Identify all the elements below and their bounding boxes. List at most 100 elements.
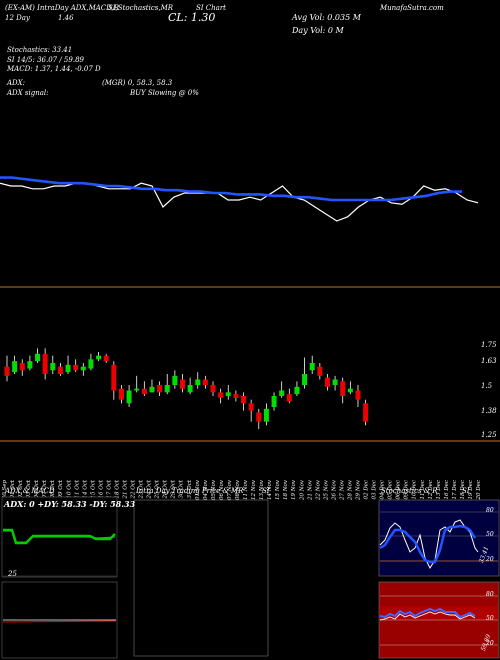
date-tick-label: 14 Nov: [267, 479, 273, 500]
adx-panel-values: ADX: 0 +DY: 58.33 -DY: 58.33: [4, 499, 136, 509]
date-tick-label: 04 Oct: [34, 479, 40, 498]
date-tick-label: 25 Nov: [323, 479, 329, 501]
candle-down: [256, 412, 262, 422]
candle-down: [111, 364, 117, 391]
candle-up: [302, 374, 308, 385]
candle-up: [12, 361, 18, 373]
candle-down: [241, 396, 247, 404]
header-title-2: SI,Stochastics,MR: [108, 4, 174, 12]
macd-readout: MACD: 1.37, 1.44, -0.07 D: [7, 65, 101, 73]
date-tick-label: 02 Oct: [18, 479, 24, 498]
date-tick-label: 12 Dec: [428, 480, 434, 500]
buy-signal: BUY Slowing @ 0%: [130, 89, 199, 97]
date-tick-label: 29 Oct: [171, 479, 177, 499]
candle-up: [294, 386, 300, 395]
candle-down: [248, 403, 254, 411]
candle-down: [157, 385, 163, 393]
intraday-panel-title: Intra Day Trading Price & MR: [136, 487, 244, 495]
mgr-readout: (MGR) 0, 58.3, 58.3: [102, 79, 173, 87]
candle-up: [35, 353, 41, 362]
rsi-white-line: [379, 611, 476, 621]
date-tick-label: 06 Nov: [219, 479, 225, 500]
candle-up: [332, 379, 338, 385]
date-tick-label: 05 Dec: [388, 480, 394, 500]
stochastics-k-line: [379, 519, 479, 570]
date-tick-label: 22 Nov: [315, 479, 321, 501]
candle-up: [126, 390, 132, 404]
stoch-tick-50: 50: [486, 531, 494, 538]
date-tick-label: 13 Dec: [436, 480, 442, 500]
date-tick-label: 12 Nov: [251, 479, 257, 500]
date-tick-label: 11 Oct: [74, 479, 80, 498]
close-value: CL: 1.30: [168, 11, 216, 24]
candle-up: [225, 392, 231, 396]
candle-up: [80, 366, 86, 371]
date-tick-label: 26 Nov: [331, 479, 337, 501]
candle-up: [271, 396, 277, 407]
date-tick-label: 03 Dec: [372, 480, 378, 500]
candle-down: [218, 392, 224, 398]
date-tick-label: 21 Oct: [123, 479, 129, 499]
date-tick-label: 19 Nov: [291, 479, 297, 500]
date-tick-label: 01 Nov: [195, 479, 201, 500]
header-title-3: SI Chart: [196, 4, 226, 12]
candle-up: [96, 355, 102, 360]
candle-down: [42, 353, 48, 374]
candle-up: [172, 375, 178, 385]
candle-up: [263, 408, 269, 422]
date-tick-label: 05 Nov: [211, 479, 217, 500]
date-tick-label: 20 Nov: [299, 479, 305, 501]
rsi-blue-line: [379, 607, 476, 619]
date-tick-label: 06 Dec: [396, 480, 402, 500]
candlesticks: [4, 348, 369, 429]
date-tick-label: 14 Oct: [82, 479, 88, 498]
stochastics-d-line: [379, 524, 477, 564]
date-tick-label: 17 Dec: [452, 480, 458, 500]
stoch-panel-si: SI: [462, 487, 470, 495]
rsi-tick-80: 80: [486, 591, 494, 598]
date-tick-label: 30 Sep: [2, 480, 8, 500]
header-title-4: MunafaSutra.com: [380, 4, 444, 12]
date-tick-label: 11 Nov: [243, 479, 249, 500]
date-tick-label: 25 Oct: [155, 479, 161, 499]
header-title-1: (EX-AM) IntraDay ADX,MACD,R: [5, 4, 120, 12]
date-tick-label: 31 Oct: [187, 479, 193, 498]
date-tick-label: 08 Nov: [235, 479, 241, 500]
header-period: 12 Day: [5, 14, 30, 22]
date-tick-label: 24 Oct: [147, 479, 153, 499]
moving-average-lines: [0, 176, 479, 222]
stoch-tick-20: 20: [486, 556, 494, 563]
date-tick-label: 16 Dec: [444, 480, 450, 500]
date-tick-label: 21 Nov: [307, 479, 313, 501]
price-tick-3: 1.5: [481, 382, 493, 390]
date-tick-label: 15 Nov: [275, 479, 281, 500]
candle-up: [65, 364, 71, 373]
price-tick-2: 1.63: [481, 357, 497, 365]
candle-up: [50, 363, 56, 371]
date-tick-label: 20 Dec: [476, 480, 482, 501]
adx-label: ADX:: [7, 79, 26, 87]
candle-up: [164, 385, 170, 393]
date-tick-label: 04 Dec: [380, 480, 386, 500]
date-tick-label: 10 Oct: [66, 479, 72, 498]
date-tick-label: 03 Oct: [26, 479, 32, 498]
candle-down: [355, 390, 361, 400]
date-tick-label: 18 Nov: [283, 479, 289, 500]
date-tick-label: 10 Dec: [412, 480, 418, 500]
price-tick-1: 1.75: [481, 341, 497, 349]
date-tick-label: 02 Dec: [364, 480, 370, 500]
candle-down: [4, 366, 10, 376]
candle-up: [88, 359, 94, 369]
date-tick-label: 08 Oct: [50, 479, 56, 498]
date-tick-label: 09 Oct: [58, 479, 64, 498]
candle-up: [309, 363, 315, 371]
price-tick-5: 1.25: [481, 431, 497, 439]
candle-up: [149, 386, 155, 393]
date-tick-label: 28 Nov: [347, 479, 353, 501]
rsi-tick-20: 20: [486, 640, 494, 647]
stoch-tick-80: 80: [486, 507, 494, 514]
candle-down: [286, 394, 292, 402]
candle-down: [363, 403, 369, 422]
adx-signal-label: ADX signal:: [7, 89, 49, 97]
